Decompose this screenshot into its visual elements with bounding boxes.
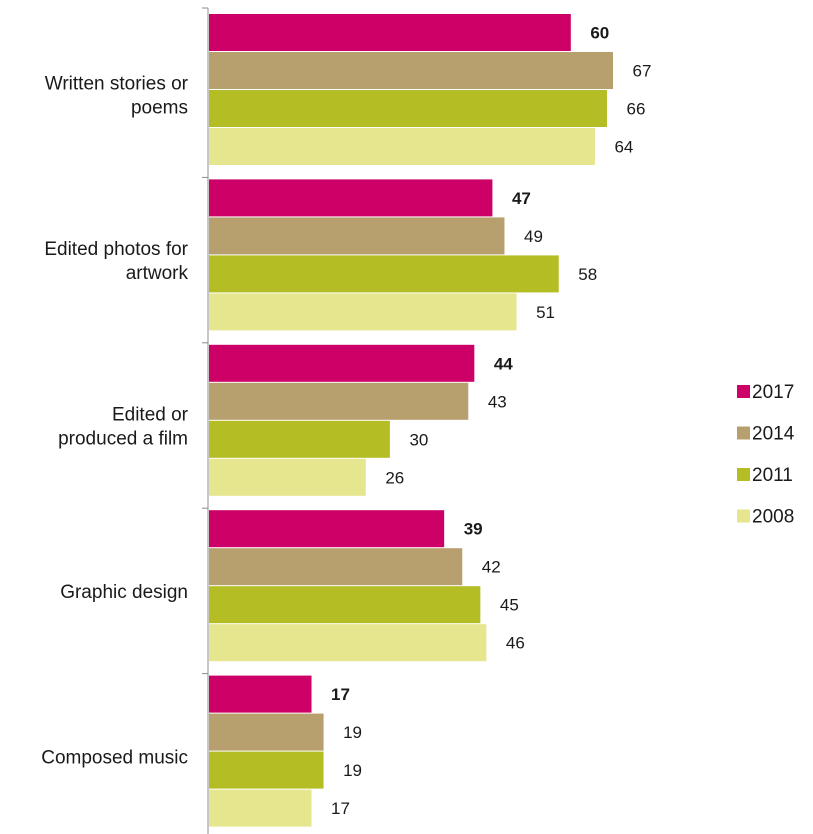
category-label-line: Composed music xyxy=(41,747,188,768)
data-label: 30 xyxy=(409,430,428,449)
data-label: 58 xyxy=(578,265,597,284)
data-label: 26 xyxy=(385,468,404,487)
axis-layer xyxy=(202,7,209,834)
legend-swatch xyxy=(737,426,750,440)
bar xyxy=(209,217,505,255)
data-label: 39 xyxy=(464,520,483,539)
bar xyxy=(209,789,312,827)
data-label: 43 xyxy=(488,392,507,411)
bar xyxy=(209,179,493,217)
data-label: 47 xyxy=(512,189,531,208)
legend-label: 2017 xyxy=(752,382,794,403)
bar xyxy=(209,420,390,458)
category-label: Graphic design xyxy=(60,582,188,603)
bar xyxy=(209,548,463,586)
legend-swatch xyxy=(737,385,750,398)
data-label: 67 xyxy=(633,62,652,81)
category-label-line: Edited photos for xyxy=(44,239,188,260)
category-label-line: artwork xyxy=(126,263,189,284)
data-label: 45 xyxy=(500,596,519,615)
legend-label: 2014 xyxy=(752,424,795,445)
data-label: 19 xyxy=(343,761,362,780)
bars-layer xyxy=(209,14,614,827)
data-label: 44 xyxy=(494,354,513,373)
data-label: 51 xyxy=(536,303,555,322)
bar xyxy=(209,510,445,548)
data-label: 46 xyxy=(506,634,525,653)
bar xyxy=(209,293,517,331)
category-label: Written stories or poems xyxy=(45,74,189,119)
bar xyxy=(209,128,595,165)
category-label-line: produced a film xyxy=(58,429,188,450)
category-label: Composed music xyxy=(41,747,188,768)
category-label-line: poems xyxy=(131,98,188,119)
bar xyxy=(209,382,469,420)
legend: 2017 2014 2011 2008 xyxy=(737,382,795,528)
bar xyxy=(209,52,614,89)
labels-layer: Written stories or poems 60 67 66 64 Edited ph… xyxy=(41,24,651,819)
bar xyxy=(209,586,481,624)
legend-label: 2011 xyxy=(752,465,793,486)
bar xyxy=(209,255,559,293)
bar xyxy=(209,624,487,662)
bar xyxy=(209,14,571,51)
data-label: 19 xyxy=(343,723,362,742)
legend-label: 2008 xyxy=(752,507,794,528)
bar xyxy=(209,675,312,713)
category-label-line: Edited or xyxy=(112,405,189,426)
category-label: Edited or produced a film xyxy=(58,405,189,450)
data-label: 17 xyxy=(331,799,350,818)
bar xyxy=(209,458,366,496)
data-label: 60 xyxy=(590,24,609,43)
legend-swatch xyxy=(737,509,750,523)
data-label: 64 xyxy=(614,138,633,157)
bar xyxy=(209,344,475,382)
bar xyxy=(209,713,324,751)
category-label: Edited photos for artwork xyxy=(44,239,188,284)
legend-swatch xyxy=(737,468,750,481)
bar xyxy=(209,90,607,127)
data-label: 66 xyxy=(627,100,646,119)
data-label: 42 xyxy=(482,558,501,577)
category-label-line: Written stories or xyxy=(45,74,189,95)
category-label-line: Graphic design xyxy=(60,582,188,603)
data-label: 17 xyxy=(331,685,350,704)
bar xyxy=(209,751,324,789)
data-label: 49 xyxy=(524,227,543,246)
